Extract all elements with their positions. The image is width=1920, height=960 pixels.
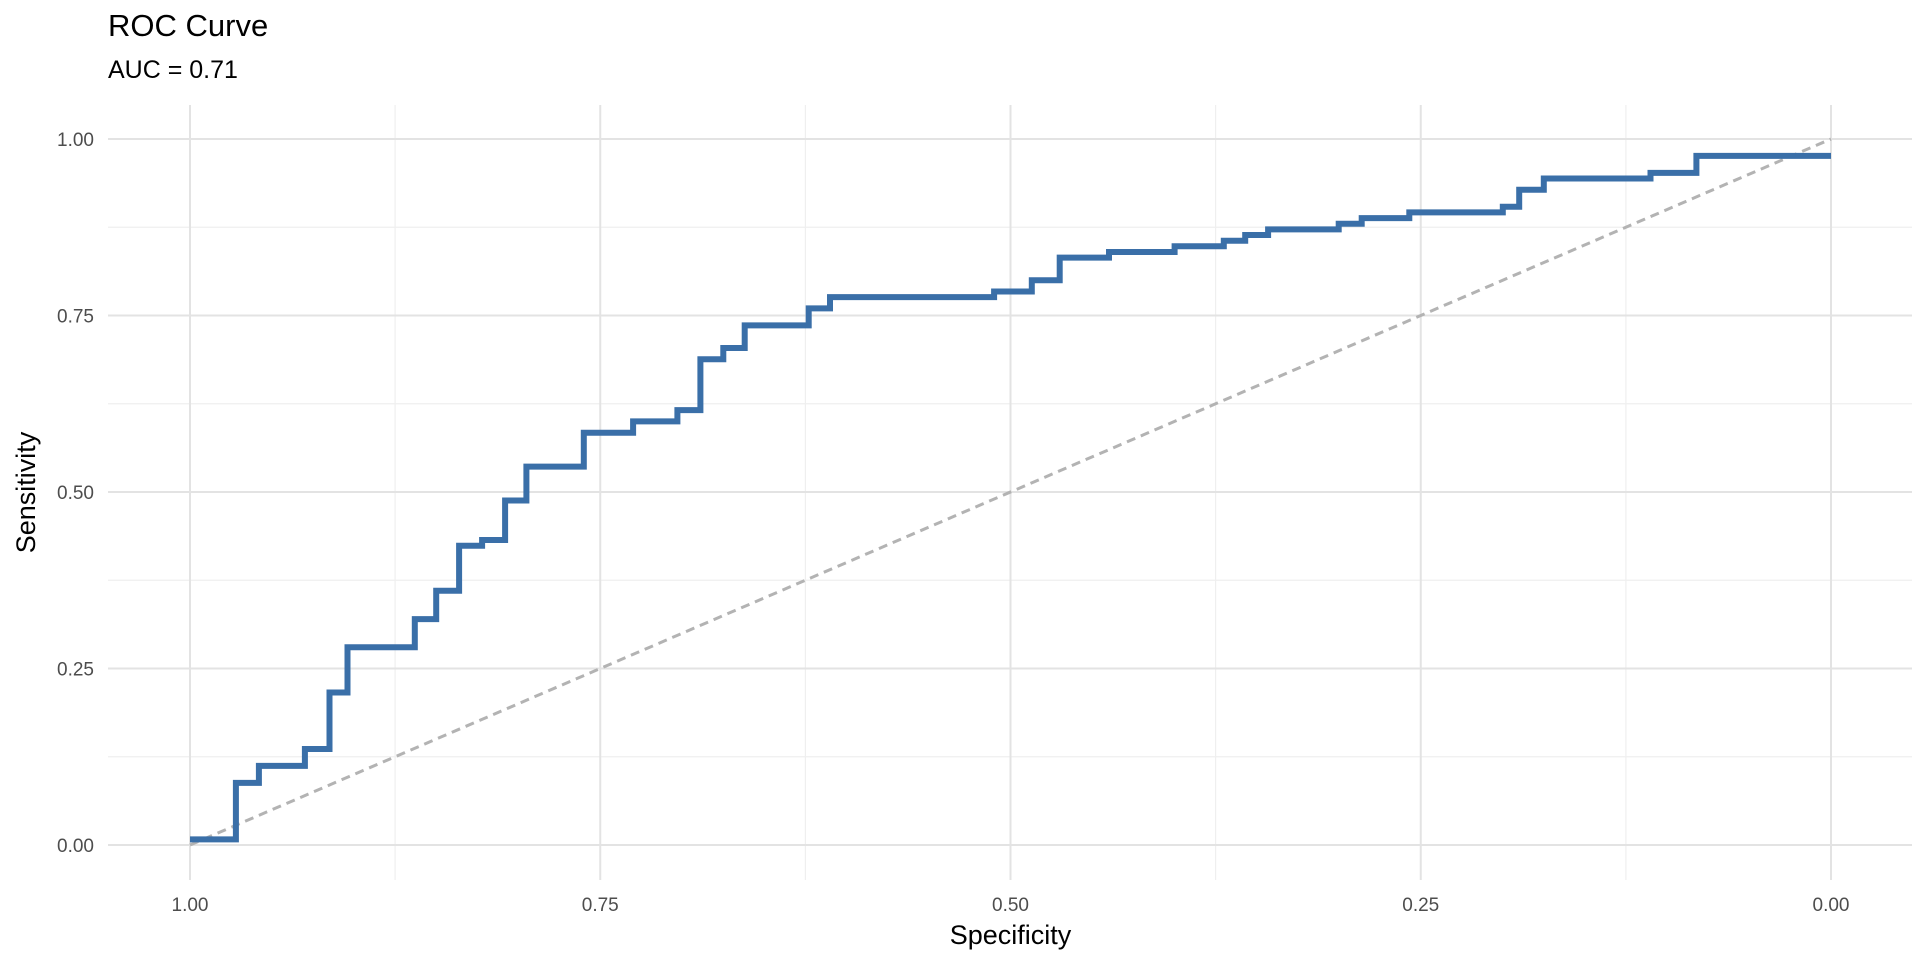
y-tick-label: 1.00 (57, 130, 94, 151)
x-tick-label: 0.75 (582, 895, 619, 916)
chart-title: ROC Curve (108, 8, 269, 43)
x-tick-label: 0.00 (1813, 895, 1850, 916)
y-axis-title: Sensitivity (11, 431, 41, 553)
y-tick-label: 0.50 (57, 483, 94, 504)
x-tick-label: 1.00 (172, 895, 209, 916)
x-tick-label: 0.50 (992, 895, 1029, 916)
x-axis-title: Specificity (950, 920, 1072, 950)
y-tick-label: 0.25 (57, 660, 94, 681)
y-axis-ticks: 0.00 0.25 0.50 0.75 1.00 (57, 130, 94, 857)
x-tick-label: 0.25 (1402, 895, 1439, 916)
x-axis-ticks: 1.00 0.75 0.50 0.25 0.00 (172, 895, 1850, 916)
chart-subtitle: AUC = 0.71 (108, 56, 238, 84)
reference-diagonal-line (189, 137, 1832, 847)
roc-curve-line (190, 152, 1831, 843)
y-tick-label: 0.00 (57, 836, 94, 857)
y-tick-label: 0.75 (57, 307, 94, 328)
